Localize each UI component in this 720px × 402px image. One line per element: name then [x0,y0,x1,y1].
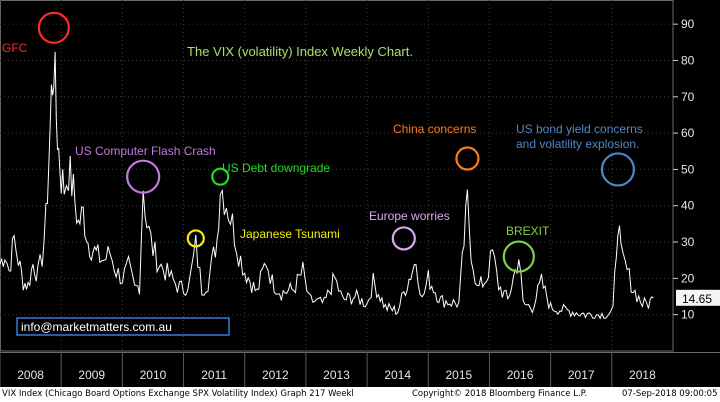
y-tick-label: 80 [681,53,695,67]
annotation-circle [391,226,416,251]
plot-frame [0,0,674,352]
annotation-label: US Debt downgrade [222,161,330,175]
y-tick-label: 60 [681,126,695,140]
annotation-label: China concerns [393,122,476,136]
series-line [0,51,654,320]
footer-timestamp: 07-Sep-2018 09:00:05 [622,389,718,399]
annotation-circle [455,146,480,171]
y-tick-label: 50 [681,162,695,176]
x-axis-band [0,352,720,387]
x-tick-label: 2010 [140,368,167,382]
chart-title: The VIX (volatility) Index Weekly Chart. [187,44,413,59]
x-tick-label: 2014 [384,368,411,382]
y-tick-label: 90 [681,17,695,31]
last-value-label: 14.65 [682,292,712,306]
chart-footer: VIX Index (Chicago Board Options Exchang… [0,387,720,402]
x-tick-label: 2011 [201,368,227,382]
x-tick-label: 2018 [629,368,656,382]
y-tick-label: 20 [681,271,695,285]
x-tick-label: 2009 [78,368,105,382]
x-tick-label: 2013 [323,368,350,382]
annotation-circle [211,167,230,186]
annotation-label: Japanese Tsunami [240,227,340,241]
x-tick-label: 2008 [17,368,44,382]
annotation-circle [502,240,535,273]
last-value-box [676,289,720,306]
annotation-label: US bond yield concerns and volatility exp… [516,122,643,151]
y-tick-label: 30 [681,235,695,249]
website-label: info@marketmatters.com.au [21,320,172,334]
x-tick-label: 2016 [507,368,534,382]
x-tick-label: 2012 [262,368,289,382]
annotation-label: GFC [2,41,28,55]
footer-copyright: Copyright© 2018 Bloomberg Finance L.P. [412,389,588,399]
chart-canvas: 10 20 30 40 50 60 70 80 90 2008 2009 2010 2011 2012 20… [0,0,720,387]
x-tick-label: 2015 [446,368,473,382]
x-tick-label: 2017 [568,368,595,382]
y-tick-label: 40 [681,199,695,213]
annotation-label: US Computer Flash Crash [75,144,216,158]
annotation-label: BREXIT [506,224,550,238]
annotation-circle [126,159,161,194]
y-tick-label: 10 [681,308,695,322]
annotation-label: Europe worries [369,209,450,223]
website-box [16,317,230,336]
footer-description: VIX Index (Chicago Board Options Exchang… [2,389,354,399]
annotation-circle [186,229,205,248]
y-tick-label: 70 [681,90,695,104]
annotation-circle [37,11,70,44]
annotation-circle [600,152,636,187]
